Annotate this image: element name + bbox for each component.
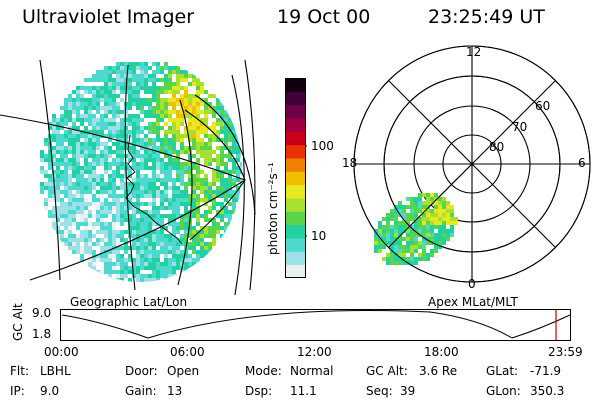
colorbar <box>285 78 307 278</box>
ip-label: IP: <box>10 384 25 398</box>
instrument-title: Ultraviolet Imager <box>22 6 195 28</box>
mlt-label-12: 12 <box>466 45 482 59</box>
colorbar-tick-100: 100 <box>311 139 334 153</box>
altitude-axis-label: GC Alt <box>11 303 25 341</box>
glat-label: GLat: <box>486 364 519 378</box>
glon-label: GLon: <box>486 384 521 398</box>
door-value: Open <box>167 364 200 378</box>
time-tick-0000: 00:00 <box>44 345 79 359</box>
polar-emission-map <box>374 193 458 265</box>
altitude-tick-1-8: 1.8 <box>32 327 52 341</box>
gain-label: Gain: <box>125 384 157 398</box>
polar-grid-overlay <box>353 45 591 283</box>
dsp-label: Dsp: <box>245 384 273 398</box>
geographic-grid-lines <box>0 59 256 295</box>
coastline <box>125 134 183 245</box>
mlat-label-80: 80 <box>489 140 505 154</box>
geographic-emission-map <box>40 62 242 282</box>
altitude-curve <box>61 309 571 339</box>
colorbar-unit-label: photon cm⁻²s⁻¹ <box>266 162 280 255</box>
glat-value: -71.9 <box>530 364 562 378</box>
mode-label: Mode: <box>245 364 282 378</box>
altitude-timeline-plot <box>60 309 571 341</box>
time-tick-2359: 23:59 <box>548 345 583 359</box>
observation-date: 19 Oct 00 <box>277 6 371 28</box>
time-tick-1200: 12:00 <box>297 345 332 359</box>
mlt-label-18: 18 <box>342 156 358 170</box>
geographic-image-panel <box>0 59 256 295</box>
dsp-value: 11.1 <box>290 384 317 398</box>
mlat-label-70: 70 <box>512 120 528 134</box>
polar-mlat-mlt-panel <box>353 45 591 283</box>
polar-panel-label: Apex MLat/MLT <box>428 295 518 309</box>
colorbar-tick-10: 10 <box>311 229 327 243</box>
altitude-tick-9: 9.0 <box>32 306 52 320</box>
gc-alt-label: GC Alt: <box>366 364 408 378</box>
gc-alt-value: 3.6 Re <box>419 364 458 378</box>
mlt-label-6: 6 <box>578 156 586 170</box>
seq-value: 39 <box>400 384 416 398</box>
glon-value: 350.3 <box>530 384 565 398</box>
mode-value: Normal <box>290 364 334 378</box>
mlt-label-0: 0 <box>468 277 476 291</box>
filter-value: LBHL <box>40 364 71 378</box>
geographic-panel-label: Geographic Lat/Lon <box>70 295 188 309</box>
mlat-label-60: 60 <box>535 99 551 113</box>
ip-value: 9.0 <box>40 384 60 398</box>
time-tick-0600: 06:00 <box>170 345 205 359</box>
door-label: Door: <box>125 364 158 378</box>
filter-label: Flt: <box>10 364 29 378</box>
gain-value: 13 <box>167 384 183 398</box>
seq-label: Seq: <box>366 384 393 398</box>
time-tick-1800: 18:00 <box>424 345 459 359</box>
observation-time: 23:25:49 UT <box>428 6 545 28</box>
